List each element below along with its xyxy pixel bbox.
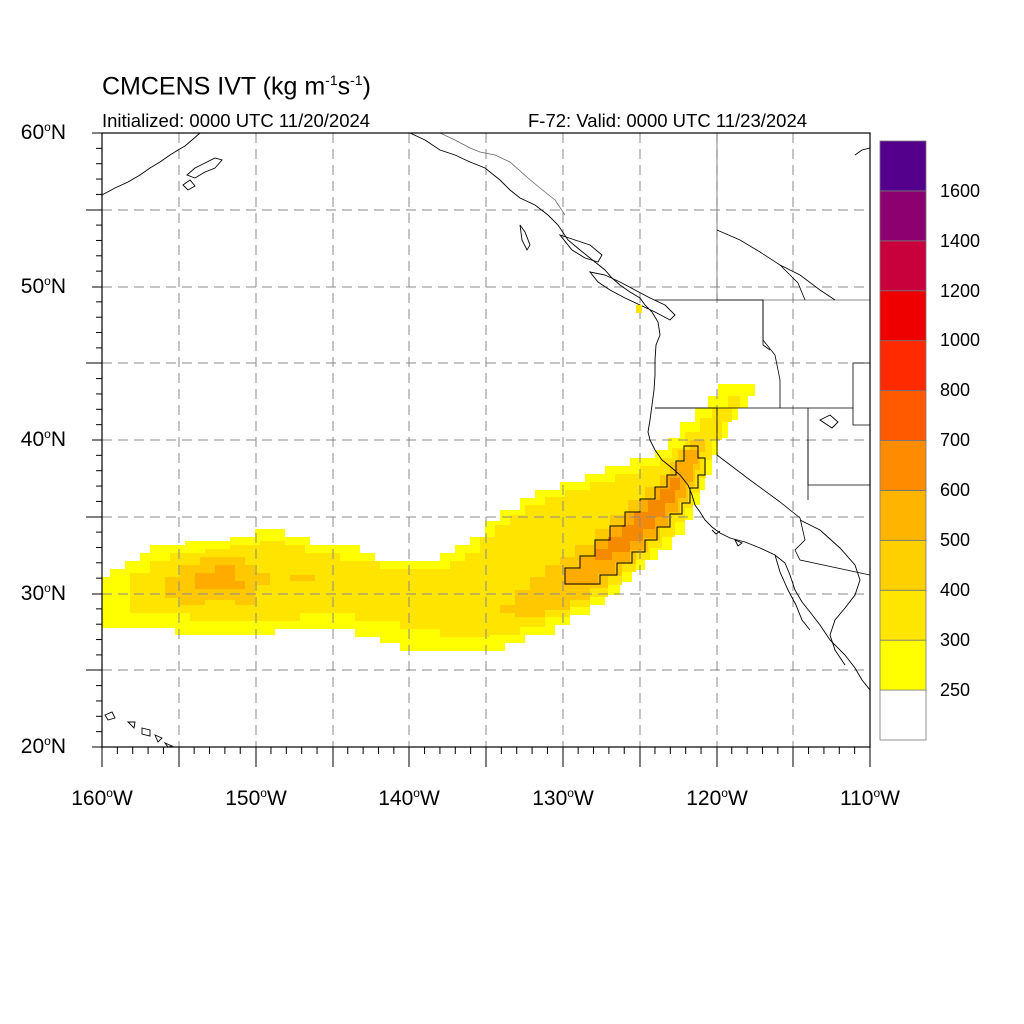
boundaries	[439, 133, 870, 576]
colorbar-swatch	[879, 140, 927, 192]
lat-label-30: 30oN	[20, 581, 66, 605]
colorbar-label: 1000	[940, 330, 981, 350]
colorbar-label: 1600	[940, 181, 981, 201]
colorbar-label: 800	[940, 380, 971, 400]
lon-label-160w: 160oW	[71, 786, 133, 810]
map-grid	[102, 133, 870, 747]
valid-time: F-72: Valid: 0000 UTC 11/23/2024	[528, 110, 808, 131]
colorbar-label: 700	[940, 430, 971, 450]
colorbar-swatch	[879, 490, 927, 541]
lon-label-110w: 110oW	[840, 786, 900, 810]
colorbar-swatch	[879, 240, 927, 292]
colorbar-swatch	[879, 539, 927, 591]
lon-label-120w: 120oW	[686, 786, 748, 810]
ivt-field	[102, 384, 755, 651]
ivt-isolated-cell	[636, 305, 642, 313]
lat-label-60: 60oN	[20, 120, 66, 144]
lon-label-130w: 130oW	[532, 786, 594, 810]
colorbar-swatch	[879, 340, 927, 391]
colorbar	[879, 140, 927, 741]
ivt-contour-500	[564, 445, 706, 585]
colorbar-swatch	[879, 290, 927, 342]
colorbar-swatch	[879, 689, 927, 741]
lat-label-40: 40oN	[20, 427, 66, 451]
lat-label-50: 50oN	[20, 274, 66, 298]
colorbar-label: 300	[940, 630, 971, 650]
colorbar-swatch	[879, 589, 927, 641]
axis-ticks	[86, 132, 871, 767]
colorbar-swatch	[879, 440, 927, 491]
colorbar-swatch	[879, 390, 927, 441]
map-title: CMCENS IVT (kg m-1s-1)	[102, 72, 371, 101]
colorbar-label: 1400	[940, 231, 981, 251]
ivt-600-band	[595, 478, 680, 560]
colorbar-swatch	[879, 190, 927, 242]
colorbar-label: 600	[940, 480, 971, 500]
colorbar-label: 400	[940, 580, 971, 600]
colorbar-label: 1200	[940, 281, 981, 301]
initialized-time: Initialized: 0000 UTC 11/20/2024	[102, 110, 371, 131]
coastlines	[102, 133, 870, 747]
colorbar-label: 250	[940, 680, 971, 700]
colorbar-label: 500	[940, 530, 971, 550]
colorbar-swatch	[879, 639, 927, 691]
lon-label-140w: 140oW	[378, 786, 440, 810]
lon-label-150w: 150oW	[225, 786, 287, 810]
lat-label-20: 20oN	[20, 734, 66, 758]
